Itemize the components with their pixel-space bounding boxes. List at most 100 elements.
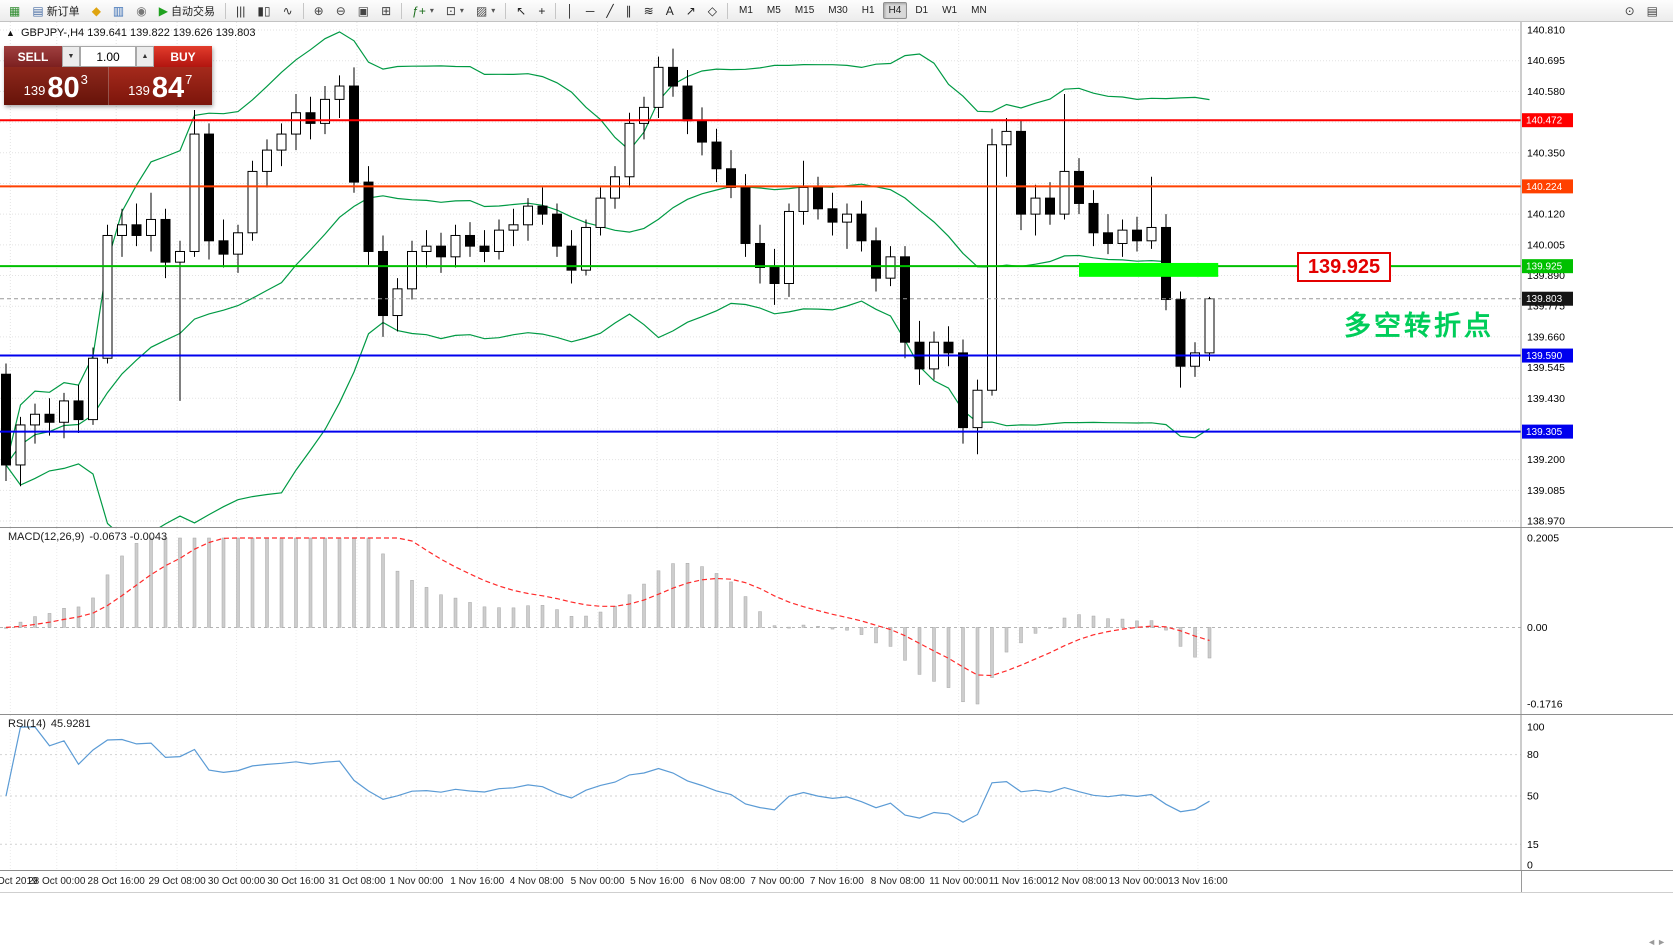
time-label: 13 Nov 16:00 [1168,876,1228,887]
indicators-icon[interactable]: ƒ+ ▾ [412,3,434,18]
svg-text:139.085: 139.085 [1527,485,1565,497]
timeframe-m30-button[interactable]: M30 [828,5,848,16]
timeframe-w1-button[interactable]: W1 [942,5,958,16]
timeframe-m5-button[interactable]: M5 [766,5,781,16]
search-icon[interactable]: ⊙ [1624,3,1635,18]
auto-trading-button[interactable]: ▶ 自动交易 [158,3,215,18]
shapes-icon[interactable]: ◇ [707,3,717,18]
terminal-icon[interactable]: ▥ [112,3,125,18]
timeframe-d1-button[interactable]: D1 [915,5,929,16]
text-icon[interactable]: A [665,3,674,18]
timeframe-h1-button[interactable]: H1 [861,5,875,16]
cascade-windows-icon[interactable]: ⊞ [381,3,392,18]
time-label: 30 Oct 16:00 [267,876,325,887]
timeframe-m1-button[interactable]: M1 [739,5,753,16]
timeframe-h4-button[interactable]: H4 [882,2,908,19]
time-label: 8 Nov 08:00 [870,876,925,887]
buy-price[interactable]: 139 84 7 [108,67,212,105]
svg-text:139.430: 139.430 [1527,393,1565,405]
price-callout: 139.925 [1297,252,1391,282]
templates-icon[interactable]: ▨ ▾ [475,3,496,18]
rsi-label: RSI(14) 45.9281 [8,718,91,730]
candlestick-chart-icon[interactable]: ▮▯ [257,3,271,18]
toolbar-separator [555,2,557,19]
arrow-icon[interactable]: ↗ [685,3,696,18]
time-label: 11 Nov 16:00 [988,876,1048,887]
svg-text:0: 0 [1527,860,1533,871]
vertical-line-icon[interactable]: │ [566,3,574,18]
time-label: 1 Nov 16:00 [450,876,505,887]
svg-text:-0.1716: -0.1716 [1527,699,1563,711]
svg-text:80: 80 [1527,749,1539,761]
line-chart-icon[interactable]: ∿ [282,3,293,18]
time-label: 11 Nov 00:00 [929,876,989,887]
svg-text:139.660: 139.660 [1527,331,1565,343]
svg-text:140.580: 140.580 [1527,86,1565,98]
svg-text:140.350: 140.350 [1527,147,1565,159]
market-watch-icon[interactable]: ◉ [136,3,147,18]
symbol-label: GBPJPY-,H4 [20,27,85,39]
svg-text:139.305: 139.305 [1526,427,1563,438]
periods-icon[interactable]: ⊡ ▾ [445,3,464,18]
toolbar-separator [505,2,507,19]
rsi-chart[interactable]: 100 80 50 15 0 [0,715,1673,870]
svg-text:140.695: 140.695 [1527,55,1565,67]
time-label: 7 Nov 16:00 [809,876,864,887]
time-label: 25 Oct 2019 [0,876,38,887]
zoom-in-icon[interactable]: ⊕ [313,3,324,18]
bottom-strip: ◄► [0,892,1673,949]
chart-window-icon[interactable]: ▦ [9,3,21,18]
data-window-icon[interactable]: ▤ [1646,3,1658,18]
time-label: 31 Oct 08:00 [328,876,386,887]
ohlc-values: 139.641 139.822 139.626 139.803 [87,27,256,39]
toolbar-separator [302,2,304,19]
macd-label: MACD(12,26,9) -0.0673 -0.0043 [8,531,168,543]
svg-text:139.590: 139.590 [1526,351,1563,362]
buy-button[interactable]: BUY [154,46,212,67]
timeframe-mn-button[interactable]: MN [971,5,987,16]
time-label: 28 Oct 00:00 [28,876,86,887]
svg-text:15: 15 [1527,839,1539,851]
horizontal-line-icon[interactable]: ─ [585,3,595,18]
svg-text:0.00: 0.00 [1527,622,1548,634]
svg-text:139.545: 139.545 [1527,362,1565,374]
metaeditor-icon[interactable]: ◆ [91,3,101,18]
fibonacci-icon[interactable]: ≋ [643,3,654,18]
trendline-icon[interactable]: ╱ [606,3,614,18]
time-label: 5 Nov 00:00 [570,876,625,887]
main-chart-pane: 140.810140.695140.580140.465140.350140.2… [0,22,1673,527]
timeframe-m15-button[interactable]: M15 [794,5,815,16]
time-label: 29 Oct 08:00 [148,876,206,887]
ohlc-bars-icon[interactable]: ||| [235,3,246,18]
zoom-out-icon[interactable]: ⊖ [335,3,346,18]
sell-button[interactable]: SELL [4,46,62,67]
time-label: 6 Nov 08:00 [690,876,745,887]
time-label: 4 Nov 08:00 [509,876,564,887]
svg-text:140.005: 140.005 [1527,239,1565,251]
collapse-arrow-icon[interactable]: ▲ [6,28,15,38]
svg-text:138.970: 138.970 [1527,516,1565,528]
tile-windows-icon[interactable]: ▣ [357,3,370,18]
crosshair-icon[interactable]: + [538,3,546,18]
macd-chart[interactable]: 0.2005 0.00 -0.1716 [0,528,1673,714]
sell-price[interactable]: 139 80 3 [4,67,109,105]
volume-input[interactable] [80,46,136,67]
toolbar-separator [727,2,728,19]
channel-icon[interactable]: ∥ [625,3,632,18]
chart-title: ▲ GBPJPY-,H4 139.641 139.822 139.626 139… [6,27,255,39]
time-label: 7 Nov 00:00 [750,876,805,887]
cursor-icon[interactable]: ↖ [516,3,527,18]
svg-text:139.803: 139.803 [1526,294,1563,305]
time-label: 12 Nov 08:00 [1047,876,1108,887]
svg-text:139.925: 139.925 [1526,262,1563,273]
new-order-button[interactable]: ▤ 新订单 [32,3,80,18]
time-label: 28 Oct 16:00 [87,876,145,887]
price-chart[interactable]: 140.810140.695140.580140.465140.350140.2… [0,22,1673,527]
svg-text:140.120: 140.120 [1527,209,1565,221]
turning-point-annotation: 多空转折点 [1344,311,1494,341]
volume-increase-button[interactable]: ▲ [136,46,154,67]
svg-text:100: 100 [1527,722,1545,734]
volume-decrease-button[interactable]: ▼ [62,46,80,67]
scroll-corner-icon[interactable]: ◄► [1647,937,1667,947]
